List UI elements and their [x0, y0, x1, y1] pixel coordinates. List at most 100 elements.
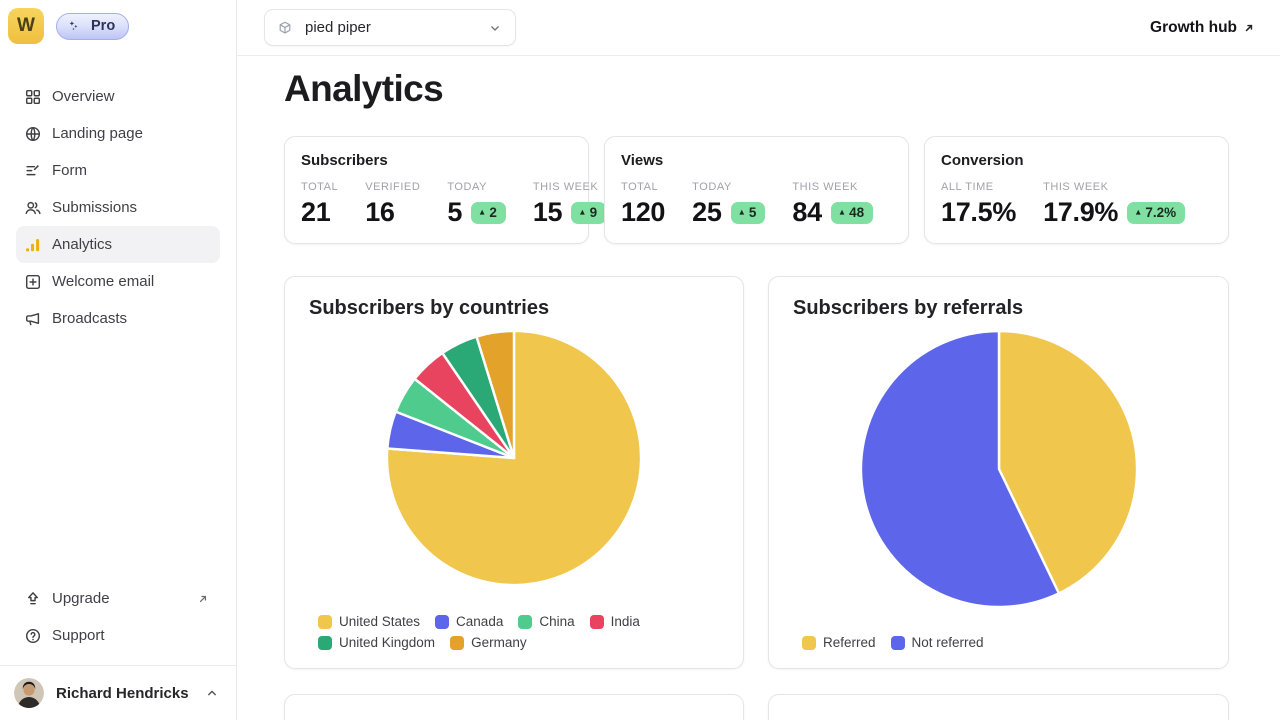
- stat-label: THIS WEEK: [792, 181, 858, 193]
- sidebar-item-label: Upgrade: [52, 590, 110, 607]
- chart-card-subscribers-by-referrals: Subscribers by referrals Referred Not re…: [768, 276, 1229, 669]
- sidebar-item-label: Form: [52, 162, 87, 179]
- legend-item-canada[interactable]: Canada: [435, 614, 503, 629]
- upgrade-icon: [24, 590, 42, 608]
- sidebar: W Pro Overview Landing page Form Submission…: [0, 0, 237, 720]
- legend-label: Not referred: [911, 635, 984, 650]
- stats-row: Subscribers TOTAL 21 VERIFIED 16 TODAY 5…: [284, 136, 1229, 244]
- legend-swatch: [802, 635, 816, 650]
- delta-badge: ▴ 9: [571, 201, 607, 224]
- stat-value: 17.9%: [1043, 197, 1119, 227]
- stat-value: 5: [447, 197, 463, 227]
- partial-card: [768, 694, 1229, 720]
- form-icon: [24, 162, 42, 180]
- delta-value: 7.2%: [1145, 204, 1177, 220]
- stat-value: 17.5%: [941, 197, 1017, 227]
- sidebar-item-support[interactable]: Support: [16, 617, 220, 654]
- up-triangle-icon: ▴: [580, 206, 585, 217]
- stat-value: 25: [692, 197, 722, 227]
- pro-badge-label: Pro: [91, 18, 116, 34]
- up-triangle-icon: ▴: [839, 206, 845, 217]
- stat-label: TODAY: [447, 181, 487, 193]
- sidebar-item-label: Analytics: [52, 236, 113, 253]
- square-plus-icon: [24, 273, 42, 291]
- chevron-up-icon: [204, 685, 220, 701]
- legend-label: United States: [339, 614, 421, 629]
- pro-badge[interactable]: Pro: [56, 12, 130, 40]
- legend-item-china[interactable]: China: [518, 614, 575, 629]
- topbar: pied piper Growth hub: [237, 0, 1280, 56]
- megaphone-icon: [24, 310, 42, 328]
- legend-item-united-states[interactable]: United States: [318, 614, 420, 629]
- pie-slice-united-states[interactable]: [385, 329, 643, 587]
- pie-slice-referred[interactable]: [997, 329, 1138, 595]
- delta-badge: ▴ 2: [471, 201, 506, 224]
- delta-value: 5: [748, 204, 757, 220]
- up-triangle-icon: ▴: [1136, 206, 1141, 217]
- stat-this-week: THIS WEEK 15 ▴ 9: [532, 181, 607, 228]
- legend-label: India: [610, 614, 640, 629]
- legend-item-germany[interactable]: Germany: [450, 635, 527, 650]
- legend-swatch: [318, 635, 332, 650]
- bottom-cards-row: [284, 694, 1229, 720]
- legend-item-referred[interactable]: Referred: [802, 635, 876, 650]
- help-icon: [24, 627, 42, 645]
- user-name: Richard Hendricks: [56, 684, 189, 702]
- user-menu[interactable]: Richard Hendricks: [0, 665, 236, 720]
- stat-total: TOTAL 120: [621, 181, 665, 228]
- delta-badge: ▴ 5: [730, 201, 766, 224]
- legend-label: China: [539, 614, 575, 629]
- stat-card-conversion: Conversion ALL TIME 17.5% THIS WEEK 17.9…: [924, 136, 1229, 244]
- main-content: Analytics Subscribers TOTAL 21 VERIFIED …: [237, 56, 1280, 720]
- stat-card-views: Views TOTAL 120 TODAY 25 ▴ 5 THIS WEEK 8…: [604, 136, 909, 244]
- pie-slice-germany[interactable]: [475, 329, 516, 460]
- sidebar-item-form[interactable]: Form: [16, 152, 220, 189]
- legend-swatch: [435, 614, 450, 629]
- legend-item-india[interactable]: India: [589, 614, 640, 629]
- pie-slice-not-referred[interactable]: [859, 329, 1060, 609]
- sidebar-item-submissions[interactable]: Submissions: [16, 189, 220, 226]
- stat-today: TODAY 25 ▴ 5: [692, 181, 766, 228]
- workspace-selector[interactable]: pied piper: [264, 9, 516, 46]
- stat-value: 120: [621, 197, 666, 227]
- sparkles-icon: [67, 19, 85, 33]
- sidebar-item-overview[interactable]: Overview: [16, 78, 220, 115]
- legend-swatch: [890, 635, 905, 650]
- stat-label: THIS WEEK: [532, 181, 599, 193]
- sidebar-item-analytics[interactable]: Analytics: [16, 226, 220, 263]
- stat-verified: VERIFIED 16: [365, 181, 420, 228]
- stat-this-week: THIS WEEK 84 ▴ 48: [792, 181, 874, 228]
- stat-label: TODAY: [692, 181, 732, 193]
- legend-item-not-referred[interactable]: Not referred: [890, 635, 984, 650]
- bar-chart-icon: [24, 236, 42, 254]
- legend-label: Referred: [823, 635, 876, 650]
- sidebar-item-landing-page[interactable]: Landing page: [16, 115, 220, 152]
- legend-swatch: [450, 635, 465, 650]
- partial-card: [284, 694, 744, 720]
- stat-label: THIS WEEK: [1043, 181, 1109, 193]
- stat-value: 16: [365, 197, 395, 227]
- stat-value: 15: [532, 197, 563, 227]
- delta-value: 2: [489, 204, 497, 220]
- legend-swatch: [518, 614, 533, 629]
- workspace-name: pied piper: [305, 19, 371, 36]
- stat-label: ALL TIME: [941, 181, 994, 193]
- delta-badge: ▴ 48: [830, 201, 874, 224]
- delta-badge: ▴ 7.2%: [1127, 201, 1186, 224]
- pie-chart: [858, 328, 1140, 610]
- legend-item-united-kingdom[interactable]: United Kingdom: [318, 635, 435, 650]
- growth-hub-link[interactable]: Growth hub: [1150, 19, 1260, 37]
- stat-all-time: ALL TIME 17.5%: [941, 181, 1016, 228]
- sidebar-item-broadcasts[interactable]: Broadcasts: [16, 300, 220, 337]
- app-logo[interactable]: W: [8, 8, 44, 44]
- stat-card-subscribers: Subscribers TOTAL 21 VERIFIED 16 TODAY 5…: [284, 136, 607, 244]
- sidebar-item-welcome-email[interactable]: Welcome email: [16, 263, 220, 300]
- stat-card-title: Views: [621, 152, 664, 169]
- pie-chart: [384, 328, 644, 588]
- users-icon: [24, 199, 42, 217]
- stat-total: TOTAL 21: [301, 181, 338, 228]
- sidebar-nav: Overview Landing page Form Submissions Analy…: [16, 78, 220, 337]
- sidebar-item-label: Broadcasts: [52, 310, 128, 327]
- sidebar-item-upgrade[interactable]: Upgrade: [16, 580, 220, 617]
- external-link-icon: [196, 592, 210, 606]
